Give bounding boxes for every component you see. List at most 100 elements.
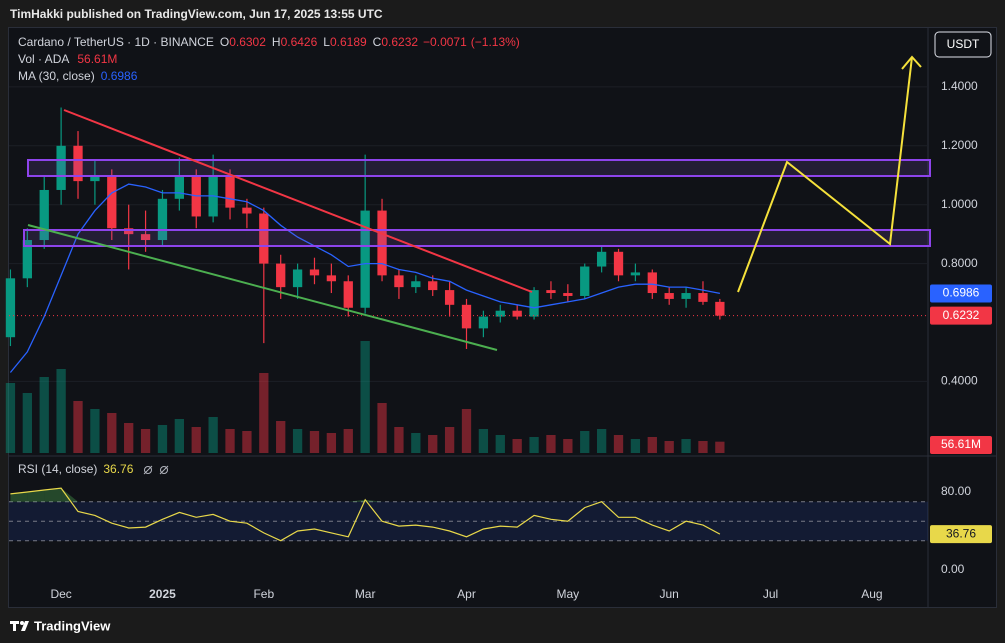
projection-path — [737, 56, 913, 293]
logo-dot — [20, 621, 24, 625]
x-tick-label: Dec — [50, 587, 71, 601]
x-tick-label: Jul — [763, 587, 778, 601]
candle-body — [715, 301, 725, 316]
candle-body — [22, 240, 32, 279]
volume-bar — [546, 435, 556, 453]
candle-body — [309, 269, 320, 276]
volume-bar — [698, 441, 708, 453]
legend-icon — [160, 466, 168, 474]
rsi-value: 36.76 — [103, 462, 133, 476]
volume-bar — [613, 435, 624, 453]
volume-bar — [681, 439, 691, 453]
candle-body — [596, 251, 607, 267]
rsi-axis-label: 36.76 — [946, 526, 976, 540]
x-tick-label: Jun — [660, 587, 679, 601]
resistance-zone — [27, 159, 931, 177]
volume-bar — [208, 417, 218, 453]
volume-bar — [394, 427, 404, 453]
volume-bar — [444, 427, 455, 453]
candle-body — [5, 278, 16, 338]
rsi-axis-label-bg — [930, 525, 992, 544]
volume-bar — [461, 409, 472, 453]
volume-bar — [225, 429, 235, 453]
volume-bar — [529, 437, 539, 453]
ohlc-value: 0.6302 — [229, 35, 266, 49]
candle-body — [529, 290, 539, 317]
labels-layer: 0.4000 0.8000 1.0000 1.2000 1.4000 Dec 2025 Feb… — [18, 35, 992, 601]
x-tick-label: Feb — [253, 587, 274, 601]
candle-body — [495, 310, 505, 317]
trendline-upper — [63, 109, 533, 293]
rsi-overbought-fill — [44, 488, 62, 502]
candle-body — [73, 145, 83, 182]
ohlc-key: C — [373, 35, 382, 49]
volume-bar — [140, 429, 151, 453]
under-layer — [5, 86, 928, 542]
legend-line: Cardano / TetherUS · 1D · BINANCE O0.6302… — [18, 35, 520, 49]
volume-axis-label-bg — [930, 436, 992, 454]
ohlc-key: O — [220, 35, 229, 49]
x-tick-label: May — [557, 587, 580, 601]
candle-body — [377, 210, 387, 276]
candle-body — [360, 210, 370, 308]
publisher: TimHakki published on TradingView.com, J… — [10, 7, 383, 21]
candle-body — [478, 316, 489, 329]
volume-bar — [242, 431, 252, 453]
x-tick-label: Aug — [861, 587, 882, 601]
candle-body — [563, 293, 573, 296]
volume-bar — [715, 441, 725, 453]
candle-body — [39, 189, 49, 241]
candle-body — [444, 290, 455, 305]
x-tick-label: 2025 — [149, 587, 176, 601]
candle-body — [394, 275, 404, 288]
volume-bar — [664, 441, 674, 453]
volume-bar — [259, 373, 269, 453]
legend-line: MA (30, close) 0.6986 — [18, 69, 138, 83]
ma-axis-label-bg — [930, 284, 992, 303]
drawings — [23, 55, 931, 351]
y-tick-label: 1.4000 — [941, 79, 978, 93]
candle-body — [647, 272, 657, 294]
volume-bar — [512, 439, 522, 453]
currency-button[interactable] — [934, 31, 992, 58]
candle-body — [343, 281, 353, 308]
currency-button-label[interactable]: USDT — [947, 37, 980, 51]
volume-bar — [90, 409, 100, 453]
support-zone — [23, 229, 931, 247]
candle-body — [630, 272, 641, 276]
candle-body — [90, 175, 100, 182]
rsi-tick-label: 0.00 — [941, 562, 965, 576]
ohlc-value: 0.6426 — [281, 35, 318, 49]
legend-icon-slash — [143, 465, 153, 475]
change: −0.0071 — [423, 35, 467, 49]
volume-bar — [647, 437, 657, 453]
volume-bar — [276, 421, 286, 453]
candle-body — [292, 269, 303, 288]
legend-icon — [144, 466, 152, 474]
candle-body — [698, 293, 708, 302]
ohlc-key: H — [272, 35, 281, 49]
x-tick-label: Apr — [457, 587, 476, 601]
volume-bar — [124, 423, 134, 453]
volume-bar — [39, 377, 49, 453]
volume-bar — [73, 401, 83, 453]
volume-bar — [174, 419, 184, 453]
trendline-lower — [27, 224, 498, 351]
y-tick-label: 0.4000 — [941, 374, 978, 388]
rsi-line — [10, 487, 721, 542]
volume-bar — [596, 429, 607, 453]
volume-bar — [191, 427, 201, 453]
tradingview-logo — [10, 621, 29, 631]
rsi-overbought-fill — [365, 499, 383, 502]
volume-bar — [377, 403, 387, 453]
legend-line: Vol · ADA 56.61M — [18, 52, 117, 66]
candle-body — [174, 175, 184, 199]
volume-bar — [630, 439, 641, 453]
volume-bar — [22, 393, 32, 453]
candle-body — [259, 213, 269, 264]
candle-body — [580, 266, 590, 296]
candle-body — [613, 251, 624, 276]
volume-bar — [478, 429, 489, 453]
candle-body — [56, 145, 66, 190]
